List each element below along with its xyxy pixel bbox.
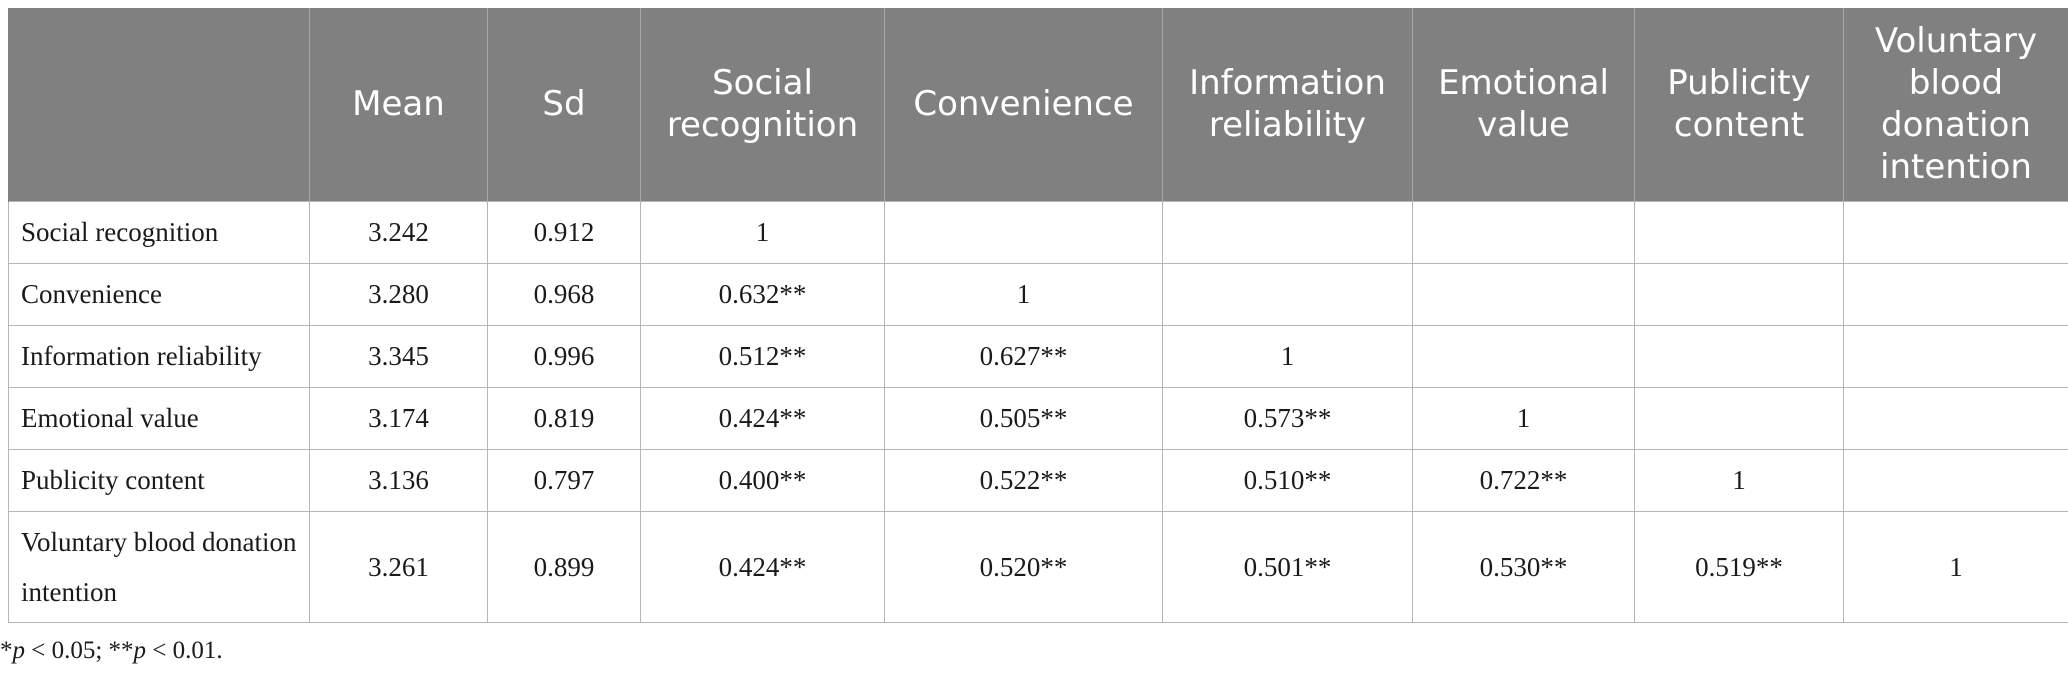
- header-cell-publicity-content: Publicity content: [1634, 8, 1844, 201]
- header-cell-empty: [8, 8, 310, 201]
- table-cell: 0.530**: [1412, 510, 1635, 623]
- table-cell: 3.261: [309, 510, 488, 623]
- table-cell: 0.632**: [640, 262, 885, 326]
- correlation-table: Mean Sd Social recognition Convenience I…: [8, 8, 2068, 623]
- table-cell: [1412, 200, 1635, 264]
- table-cell: 1: [1634, 448, 1844, 512]
- footnote-p-symbol: p: [12, 637, 26, 664]
- table-cell: [1412, 324, 1635, 388]
- table-cell: 0.424**: [640, 510, 885, 623]
- table-cell: 3.136: [309, 448, 488, 512]
- table-cell: [1634, 200, 1844, 264]
- footnote-condition-001: < 0.01.: [146, 637, 223, 664]
- table-cell: [1843, 262, 2068, 326]
- table-cell: 1: [1843, 510, 2068, 623]
- header-cell-emotional-value: Emotional value: [1412, 8, 1635, 201]
- table-cell: [1634, 324, 1844, 388]
- table-cell: 0.519**: [1634, 510, 1844, 623]
- header-cell-voluntary-blood-donation-intention: Voluntary blood donation intention: [1843, 8, 2068, 201]
- table-cell: 3.174: [309, 386, 488, 450]
- table-cell: 0.722**: [1412, 448, 1635, 512]
- table-cell: 0.912: [487, 200, 641, 264]
- table-cell: [1843, 386, 2068, 450]
- row-label: Information reliability: [8, 324, 310, 388]
- header-cell-social-recognition: Social recognition: [640, 8, 885, 201]
- table-cell: [1412, 262, 1635, 326]
- table-cell: 0.400**: [640, 448, 885, 512]
- footnote-star-double: **: [108, 637, 134, 664]
- table-cell: 0.819: [487, 386, 641, 450]
- table-cell: 0.512**: [640, 324, 885, 388]
- correlation-table-container: Mean Sd Social recognition Convenience I…: [8, 8, 2068, 623]
- table-footnote: *p < 0.05; **p < 0.01.: [0, 637, 223, 665]
- table-cell: [1162, 262, 1413, 326]
- header-row: Mean Sd Social recognition Convenience I…: [8, 8, 2068, 201]
- table-row: Emotional value 3.174 0.819 0.424** 0.50…: [8, 386, 2068, 450]
- table-cell: 1: [884, 262, 1163, 326]
- table-cell: 0.627**: [884, 324, 1163, 388]
- table-cell: 0.996: [487, 324, 641, 388]
- table-cell: 0.424**: [640, 386, 885, 450]
- table-cell: 0.968: [487, 262, 641, 326]
- table-cell: 0.797: [487, 448, 641, 512]
- table-cell: 0.573**: [1162, 386, 1413, 450]
- row-label: Voluntary blood donation intention: [8, 510, 310, 623]
- table-cell: [1843, 200, 2068, 264]
- table-cell: 0.899: [487, 510, 641, 623]
- row-label: Social recognition: [8, 200, 310, 264]
- table-cell: [1634, 262, 1844, 326]
- row-label: Emotional value: [8, 386, 310, 450]
- footnote-star-single: *: [0, 637, 13, 664]
- table-row: Convenience 3.280 0.968 0.632** 1: [8, 262, 2068, 326]
- table-row: Publicity content 3.136 0.797 0.400** 0.…: [8, 448, 2068, 512]
- table-cell: 3.280: [309, 262, 488, 326]
- footnote-condition-005: < 0.05;: [25, 637, 109, 664]
- row-label: Convenience: [8, 262, 310, 326]
- table-row: Social recognition 3.242 0.912 1: [8, 200, 2068, 264]
- table-cell: 0.510**: [1162, 448, 1413, 512]
- table-cell: 0.501**: [1162, 510, 1413, 623]
- footnote-p-symbol: p: [133, 637, 147, 664]
- header-cell-convenience: Convenience: [884, 8, 1163, 201]
- header-cell-mean: Mean: [309, 8, 488, 201]
- table-row: Voluntary blood donation intention 3.261…: [8, 510, 2068, 623]
- table-cell: 1: [1412, 386, 1635, 450]
- table-cell: [1162, 200, 1413, 264]
- table-cell: 3.242: [309, 200, 488, 264]
- table-cell: 3.345: [309, 324, 488, 388]
- table-cell: 0.505**: [884, 386, 1163, 450]
- table-cell: [1634, 386, 1844, 450]
- table-cell: 1: [1162, 324, 1413, 388]
- header-cell-sd: Sd: [487, 8, 641, 201]
- table-row: Information reliability 3.345 0.996 0.51…: [8, 324, 2068, 388]
- table-cell: 1: [640, 200, 885, 264]
- row-label: Publicity content: [8, 448, 310, 512]
- table-cell: [1843, 448, 2068, 512]
- table-cell: [1843, 324, 2068, 388]
- table-cell: 0.520**: [884, 510, 1163, 623]
- table-cell: [884, 200, 1163, 264]
- table-cell: 0.522**: [884, 448, 1163, 512]
- header-cell-information-reliability: Information reliability: [1162, 8, 1413, 201]
